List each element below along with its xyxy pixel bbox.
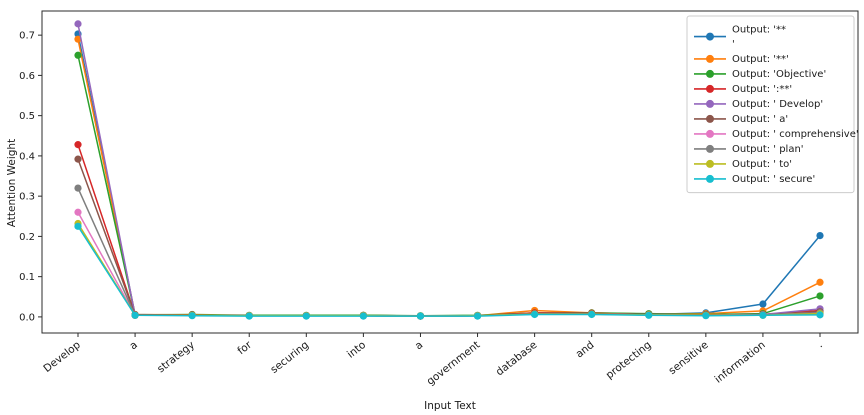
series-6 [74, 208, 824, 320]
legend-label: Output: ' comprehensive' [732, 129, 859, 140]
series-8 [74, 219, 824, 320]
data-point-marker [74, 155, 82, 163]
legend-label: Output: '**' [732, 54, 789, 65]
x-tick-label: for [235, 338, 254, 357]
legend-item-2: Output: 'Objective' [694, 69, 826, 80]
data-point-marker [531, 310, 539, 319]
legend-item-5: Output: ' a' [694, 114, 788, 125]
data-point-marker [74, 222, 82, 230]
legend-item-3: Output: ':**' [694, 84, 792, 95]
legend-item-6: Output: ' comprehensive' [694, 129, 859, 140]
legend-label: Output: ' Develop' [732, 99, 823, 110]
legend-sample-marker [706, 84, 714, 93]
legend-label: Output: '** [732, 25, 786, 36]
legend-item-7: Output: ' plan' [694, 144, 804, 155]
x-tick-label: protecting [604, 339, 654, 382]
data-point-marker [302, 312, 310, 320]
x-tick-label: a [127, 339, 139, 352]
legend-box [686, 15, 855, 194]
x-tick-label: strategy [155, 339, 197, 375]
legend-item-9: Output: ' secure' [694, 174, 815, 185]
legend-label: Output: ' to' [732, 159, 792, 170]
data-point-marker [74, 51, 82, 59]
legend-sample-marker [706, 32, 714, 41]
legend-sample-marker [706, 114, 714, 123]
data-point-marker [74, 20, 82, 28]
legend-label: Output: ' secure' [732, 174, 815, 185]
legend-label: Output: ' a' [732, 114, 788, 125]
legend-label: Output: 'Objective' [732, 69, 826, 80]
y-axis-title: Attention Weight [6, 139, 18, 227]
x-tick-label: and [574, 339, 597, 361]
data-point-marker [759, 311, 767, 319]
series-line [77, 211, 821, 317]
legend-sample-marker [706, 144, 714, 153]
data-point-marker [816, 231, 824, 240]
series-7 [74, 184, 824, 320]
data-point-marker [816, 311, 824, 319]
data-point-marker [816, 278, 824, 286]
series-line [77, 223, 821, 317]
legend-item-1: Output: '**' [694, 54, 789, 65]
y-tick-label: 0.1 [19, 272, 35, 283]
data-point-marker [131, 311, 139, 319]
data-point-marker [74, 184, 82, 192]
legend-layer: Output: '**'Output: '**'Output: 'Objecti… [686, 15, 859, 194]
x-tick-label: government [425, 339, 483, 388]
x-tick-label: database [494, 339, 540, 378]
legend-item-0: Output: '** ' [694, 25, 786, 50]
y-axis: 0.0 0.1 0.2 0.3 0.4 0.5 0.6 0.7 [19, 31, 42, 323]
x-axis-title: Input Text [424, 400, 476, 412]
y-tick-label: 0.2 [19, 232, 35, 243]
y-tick-label: 0.4 [19, 151, 35, 162]
data-point-marker [759, 300, 767, 308]
x-tick-label: securing [268, 339, 311, 376]
data-point-marker [588, 310, 596, 319]
data-point-marker [473, 312, 482, 320]
series-line [77, 225, 821, 317]
series-line [77, 187, 821, 317]
x-tick-label: sensitive [667, 339, 711, 377]
legend: Output: '**'Output: '**'Output: 'Objecti… [686, 15, 859, 194]
legend-sample-marker [706, 159, 714, 168]
series-layer [74, 20, 824, 320]
legend-item-8: Output: ' to' [694, 159, 792, 170]
y-tick-label: 0.7 [19, 31, 35, 42]
data-point-marker [416, 312, 425, 320]
legend-label: ' [732, 39, 735, 50]
legend-sample-marker [706, 54, 714, 63]
x-tick-label: . [815, 339, 825, 351]
legend-sample-marker [706, 174, 714, 183]
data-point-marker [74, 35, 82, 43]
legend-sample-marker [706, 129, 714, 138]
y-tick-label: 0.6 [19, 71, 35, 82]
y-tick-label: 0.5 [19, 111, 35, 122]
data-point-marker [74, 208, 82, 216]
legend-label: Output: ':**' [732, 84, 792, 95]
y-tick-label: 0.0 [19, 312, 35, 323]
x-tick-label: Develop [41, 339, 83, 375]
x-tick-label: information [713, 339, 768, 386]
data-point-marker [359, 312, 367, 320]
data-point-marker [702, 312, 710, 320]
data-point-marker [816, 292, 824, 300]
data-point-marker [188, 312, 196, 320]
data-point-marker [245, 312, 253, 320]
legend-sample-marker [706, 69, 714, 78]
y-tick-label: 0.3 [19, 192, 35, 203]
legend-sample-marker [706, 99, 714, 108]
x-tick-label: into [345, 339, 368, 361]
series-9 [74, 222, 824, 320]
data-point-marker [74, 141, 82, 149]
x-axis: Develop a strategy for securing into a governme… [41, 333, 825, 388]
data-point-marker [645, 311, 653, 319]
x-tick-label: a [413, 339, 425, 352]
legend-label: Output: ' plan' [732, 144, 804, 155]
legend-item-4: Output: ' Develop' [694, 99, 823, 110]
plot-frame [41, 10, 859, 334]
